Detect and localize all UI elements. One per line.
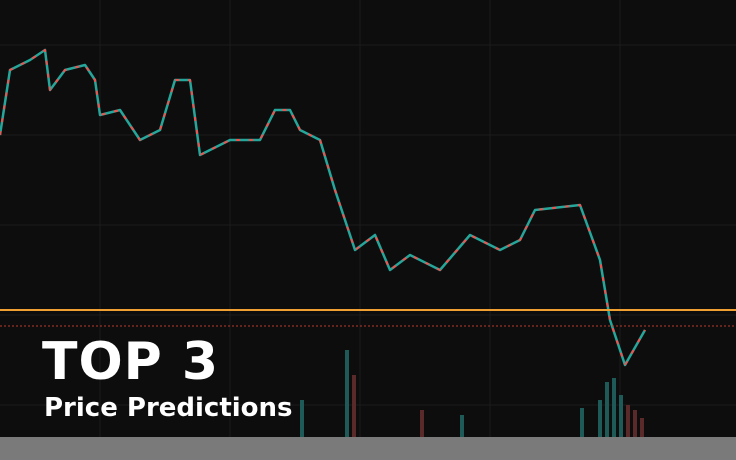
price-trace	[0, 48, 647, 367]
grid	[0, 0, 736, 437]
volume-bars	[300, 350, 644, 437]
headline-title: TOP 3	[42, 332, 220, 392]
headline-subtitle: Price Predictions	[44, 393, 293, 423]
bottom-strip	[0, 437, 736, 460]
